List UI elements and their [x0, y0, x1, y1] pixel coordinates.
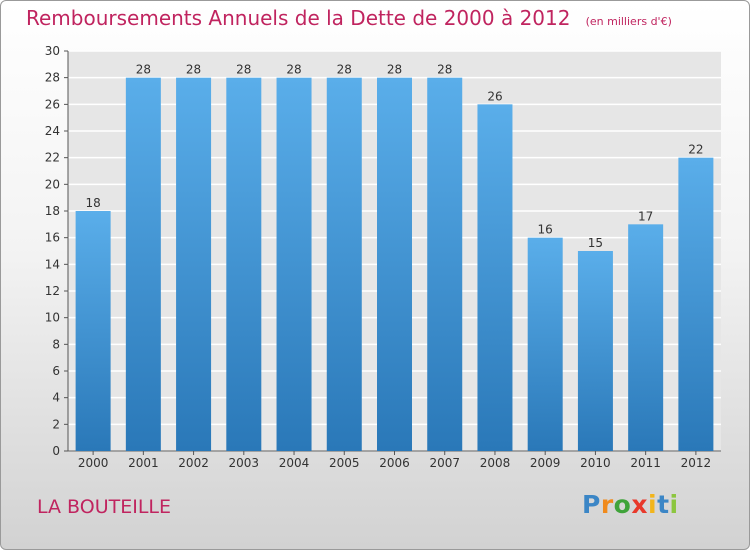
data-label: 17 — [638, 209, 653, 223]
bar — [226, 77, 262, 452]
bar — [427, 77, 463, 452]
chart-title: Remboursements Annuels de la Dette de 20… — [26, 6, 571, 30]
y-tick-label: 4 — [52, 391, 60, 405]
data-label: 28 — [136, 63, 151, 77]
data-label: 15 — [588, 236, 603, 250]
bar — [577, 251, 613, 451]
bar — [477, 104, 513, 451]
logo-letter: x — [631, 490, 648, 519]
data-label: 28 — [236, 63, 251, 77]
bar — [276, 77, 312, 452]
x-tick-label: 2002 — [178, 456, 209, 470]
x-tick-label: 2009 — [530, 456, 561, 470]
x-tick-label: 2001 — [128, 456, 159, 470]
bar — [527, 237, 563, 451]
y-tick-label: 28 — [45, 71, 60, 85]
y-tick-label: 20 — [45, 177, 60, 191]
proxiti-logo: Proxiti — [582, 490, 679, 519]
y-tick-label: 8 — [52, 337, 60, 351]
chart-subtitle: (en milliers d'€) — [585, 15, 672, 28]
y-tick-label: 0 — [52, 444, 60, 458]
bar — [377, 77, 412, 452]
bar — [125, 77, 161, 452]
bar — [628, 224, 664, 451]
bar — [326, 77, 362, 452]
y-tick-label: 30 — [45, 44, 60, 58]
y-tick-label: 26 — [45, 97, 60, 111]
logo-letter: r — [600, 490, 614, 519]
data-label: 28 — [387, 63, 402, 77]
x-tick-label: 2007 — [429, 456, 460, 470]
logo-letter: i — [648, 490, 658, 519]
y-tick-label: 14 — [45, 257, 60, 271]
y-tick-label: 22 — [45, 151, 60, 165]
logo-letter: P — [582, 490, 601, 519]
title-row: Remboursements Annuels de la Dette de 20… — [26, 6, 672, 30]
data-label: 18 — [85, 196, 100, 210]
bar — [75, 211, 111, 451]
logo-letter: t — [657, 490, 670, 519]
x-tick-label: 2011 — [630, 456, 661, 470]
logo-letter: i — [669, 490, 679, 519]
data-label: 22 — [688, 143, 703, 157]
data-label: 16 — [538, 223, 553, 237]
logo-letter: o — [613, 490, 632, 519]
x-tick-label: 2000 — [78, 456, 109, 470]
y-tick-label: 18 — [45, 204, 60, 218]
x-tick-label: 2005 — [329, 456, 360, 470]
y-tick-label: 6 — [52, 364, 60, 378]
y-tick-label: 24 — [45, 124, 60, 138]
y-tick-label: 10 — [45, 311, 60, 325]
x-tick-label: 2010 — [580, 456, 611, 470]
data-label: 28 — [437, 63, 452, 77]
data-label: 28 — [186, 63, 201, 77]
bar — [176, 77, 212, 452]
y-tick-label: 12 — [45, 284, 60, 298]
x-tick-label: 2006 — [379, 456, 410, 470]
x-tick-label: 2008 — [480, 456, 511, 470]
data-label: 28 — [337, 63, 352, 77]
y-tick-label: 2 — [52, 417, 60, 431]
data-label: 26 — [487, 89, 502, 103]
x-tick-label: 2012 — [681, 456, 712, 470]
y-tick-label: 16 — [45, 231, 60, 245]
data-label: 28 — [286, 63, 301, 77]
x-tick-label: 2004 — [279, 456, 310, 470]
location-name: LA BOUTEILLE — [37, 496, 172, 518]
x-tick-label: 2003 — [229, 456, 260, 470]
bar — [678, 157, 714, 451]
